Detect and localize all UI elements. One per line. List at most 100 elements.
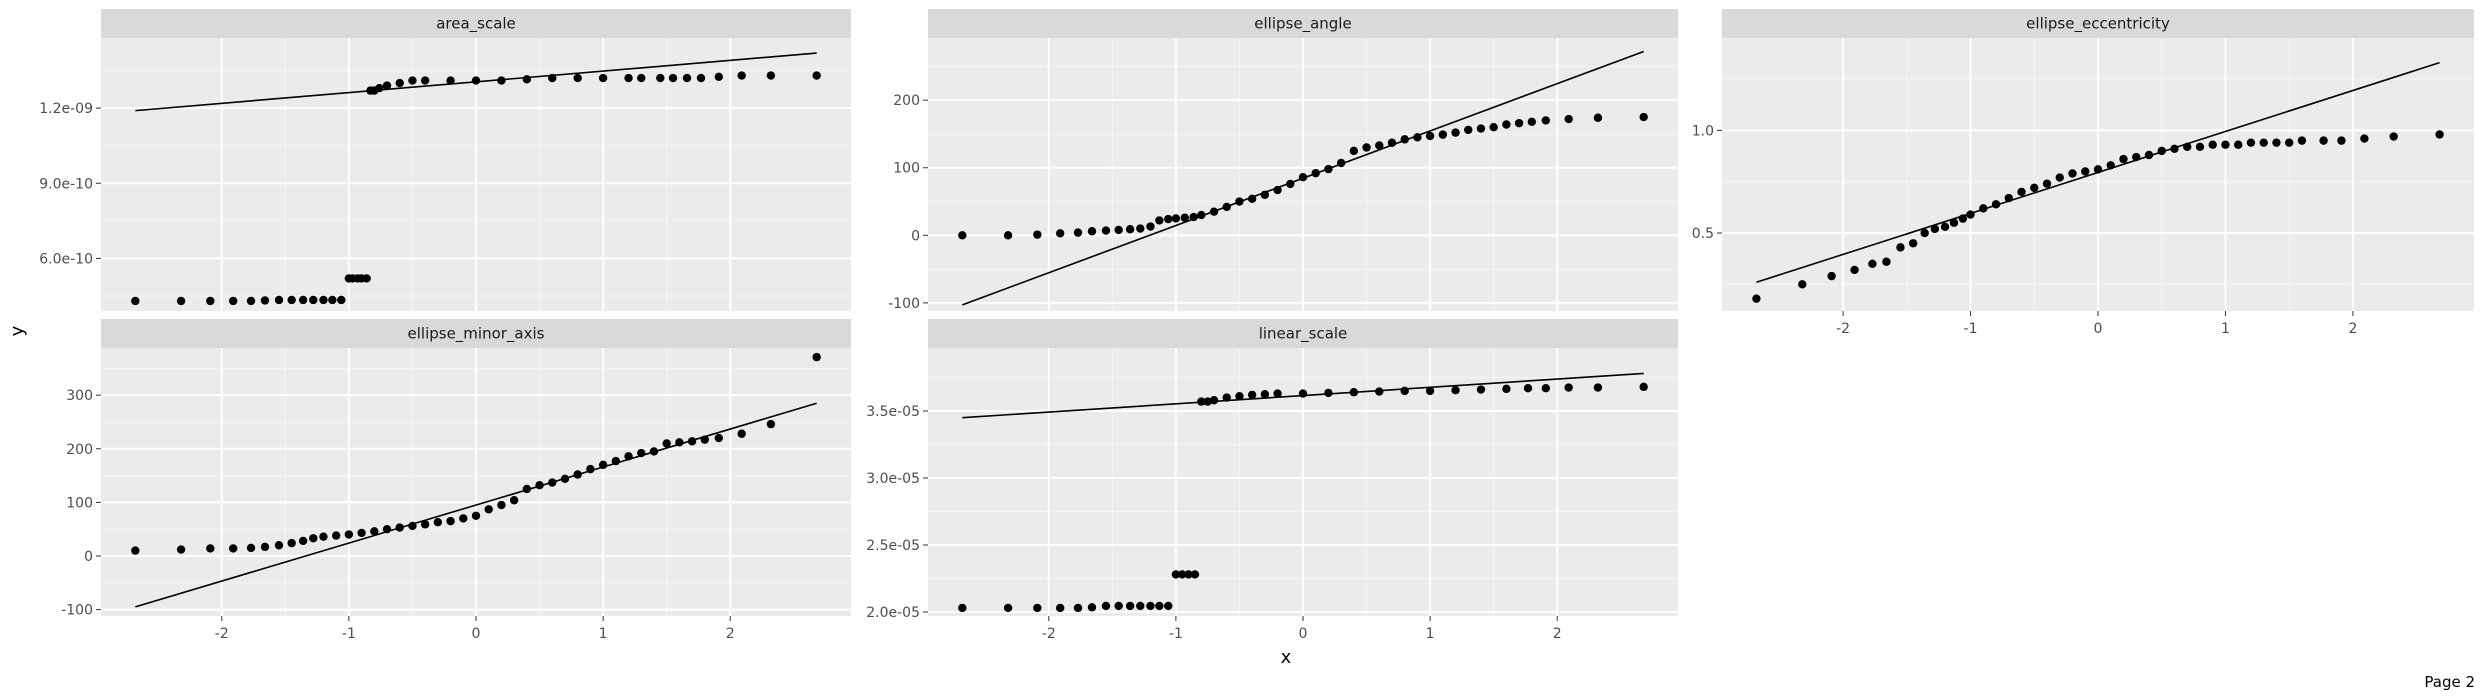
qq-point <box>2106 161 2115 170</box>
qq-point <box>560 474 570 483</box>
qq-point <box>1260 390 1270 399</box>
qq-point <box>509 496 519 505</box>
qq-point <box>1222 393 1231 402</box>
facet-ellipse_angle: ellipse_angle -100 0 100 200 <box>888 9 1678 312</box>
qq-point <box>548 73 557 83</box>
qq-point <box>176 545 186 554</box>
qq-point <box>2297 136 2307 145</box>
qq-point <box>1375 141 1384 150</box>
qq-point <box>675 438 684 447</box>
qq-point <box>1273 389 1282 398</box>
y-tick-label: 0 <box>911 228 920 244</box>
x-tick-label: 1 <box>599 626 608 642</box>
qq-point <box>1564 114 1573 124</box>
qq-point <box>1476 385 1486 394</box>
y-tick-label: -100 <box>61 603 93 619</box>
qq-point <box>2042 179 2052 188</box>
qq-point <box>1387 138 1397 147</box>
qq-point <box>2195 142 2205 151</box>
y-tick-label: 200 <box>893 93 920 109</box>
facet-strip <box>101 319 851 348</box>
facet-ellipse_minor_axis: ellipse_minor_axis -100 0 100 200 300 -2 -1 0 1 2 <box>61 319 851 642</box>
qq-point <box>1114 225 1123 235</box>
qq-point <box>1451 128 1460 137</box>
qq-point <box>1868 259 1877 268</box>
qq-point <box>637 73 646 83</box>
qq-point <box>1073 228 1083 237</box>
qq-point <box>274 541 284 550</box>
qq-point <box>131 296 140 306</box>
qq-point <box>548 478 557 487</box>
qq-point <box>131 546 140 555</box>
qq-point <box>1639 382 1648 392</box>
qq-point <box>1464 125 1473 135</box>
qq-point <box>446 76 455 85</box>
qq-point <box>1564 383 1573 392</box>
qq-point <box>2221 140 2230 149</box>
qq-point <box>1171 214 1181 223</box>
qq-point <box>1425 386 1435 396</box>
qq-point <box>812 71 821 80</box>
qq-point <box>598 460 608 470</box>
qq-point <box>484 505 493 514</box>
qq-point <box>2004 193 2013 203</box>
qq-point <box>1164 214 1173 224</box>
qq-point <box>1523 384 1533 393</box>
qq-point <box>344 530 354 539</box>
qq-point <box>1850 265 1859 275</box>
panel-grid <box>928 348 1678 616</box>
qq-point <box>408 76 417 85</box>
y-tick-label: 1.2e-09 <box>39 101 93 117</box>
y-tick-label: 200 <box>66 442 93 458</box>
x-tick-label: 2 <box>2348 321 2357 337</box>
qq-point <box>433 518 443 527</box>
qq-point <box>1190 570 1200 579</box>
facet-strip-label: ellipse_minor_axis <box>408 325 545 344</box>
qq-point <box>2183 142 2192 151</box>
qq-point <box>637 448 646 458</box>
qq-points <box>131 352 821 555</box>
x-tick-label: 0 <box>2094 321 2103 337</box>
qq-point <box>1247 194 1257 204</box>
qq-point <box>2284 138 2294 147</box>
qq-point <box>1247 390 1257 400</box>
qq-point <box>2119 154 2128 164</box>
y-tick-label: 300 <box>66 388 93 404</box>
qq-point <box>2132 152 2141 162</box>
qq-point <box>260 296 270 305</box>
qq-point <box>2234 140 2243 149</box>
qq-point <box>1003 231 1013 240</box>
qq-point <box>337 295 346 305</box>
qq-point <box>1222 202 1231 212</box>
qq-point <box>1324 164 1333 174</box>
x-tick-label: 0 <box>1299 626 1308 642</box>
qq-point <box>1489 122 1498 132</box>
qq-point <box>1056 603 1065 613</box>
x-axis-title: x <box>1281 647 1292 668</box>
qq-point <box>319 295 328 305</box>
qq-point <box>229 296 238 306</box>
qq-point <box>331 531 341 540</box>
qq-point <box>2259 138 2268 147</box>
qq-point <box>1273 185 1282 195</box>
qq-point <box>1155 601 1164 611</box>
qq-point <box>1087 603 1097 612</box>
qq-point <box>1146 601 1155 611</box>
qq-point <box>229 544 238 553</box>
qq-point <box>1958 214 1968 223</box>
qq-point <box>1349 146 1359 156</box>
qq-point <box>1502 384 1511 394</box>
qq-point <box>1136 601 1145 611</box>
qq-point <box>1324 388 1333 398</box>
qq-point <box>1209 396 1219 405</box>
qq-point <box>246 543 256 553</box>
qq-point <box>328 295 337 305</box>
qq-point <box>1541 116 1550 125</box>
qq-point <box>1033 230 1042 239</box>
qq-point <box>1171 570 1181 579</box>
qq-point <box>176 296 186 306</box>
qq-point <box>1920 228 1929 238</box>
qq-point <box>1298 173 1308 182</box>
qq-point <box>766 71 776 80</box>
qq-point <box>696 73 706 83</box>
